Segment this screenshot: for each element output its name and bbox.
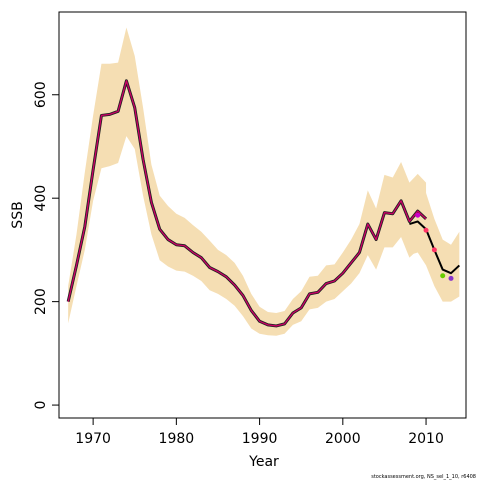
y-tick-label: 200 (33, 288, 49, 315)
y-tick-label: 600 (33, 81, 49, 108)
retro-point (440, 273, 446, 279)
retro-point (431, 247, 437, 253)
x-tick-label: 2010 (408, 431, 444, 447)
retro-point (415, 212, 421, 218)
retro-confidence-band (409, 185, 460, 302)
footnote: stockassessment.org, NS_sel_1_10, r6408 (371, 474, 476, 480)
x-axis: 1970 1980 1990 2000 2010 (75, 417, 444, 447)
x-tick-label: 2000 (325, 431, 361, 447)
plot-area (66, 27, 461, 336)
y-tick-label: 0 (33, 401, 49, 410)
ssb-confidence-band (68, 27, 427, 336)
x-tick-label: 1970 (75, 431, 111, 447)
ssb-line (67, 80, 427, 327)
y-axis: 0 200 400 600 (33, 81, 60, 410)
x-axis-title: Year (248, 454, 279, 470)
y-axis-title: SSB (10, 201, 26, 228)
x-tick-label: 1990 (242, 431, 278, 447)
retro-point (448, 275, 454, 281)
y-tick-label: 400 (33, 185, 49, 212)
retro-point (423, 227, 429, 233)
x-tick-label: 1980 (159, 431, 195, 447)
